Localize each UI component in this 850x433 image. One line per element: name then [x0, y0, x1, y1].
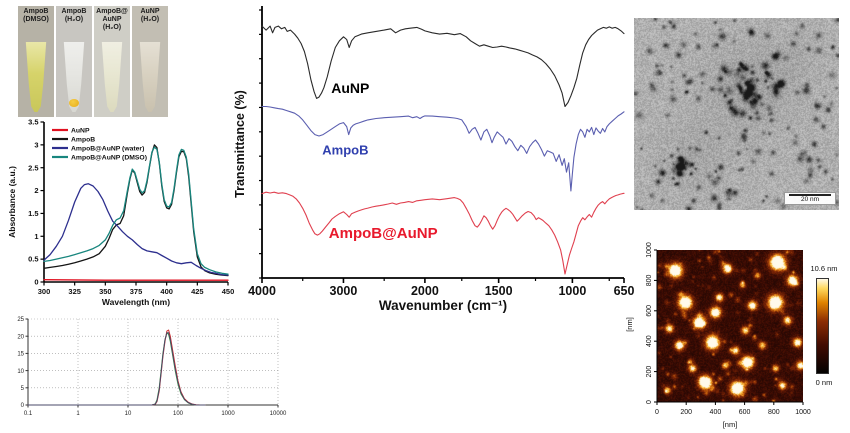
vial-slot-aunp-water: AuNP (H₂O)	[132, 6, 168, 117]
svg-text:AuNP: AuNP	[331, 80, 369, 96]
svg-text:350: 350	[99, 287, 112, 296]
vial-photo-ampob-aunp-water	[101, 42, 123, 112]
svg-text:AuNP: AuNP	[71, 127, 90, 134]
tem-image	[634, 18, 839, 210]
vial-photo-aunp-water	[139, 42, 161, 112]
svg-text:0: 0	[34, 278, 38, 287]
afm-panel: 0 200 400 600 800 1000 0 200 400 600 800 1000 10.6 …	[620, 238, 850, 433]
svg-text:400: 400	[160, 287, 173, 296]
svg-text:AmpoB@AuNP: AmpoB@AuNP	[329, 225, 438, 242]
vial-photo-ampob-water	[63, 42, 85, 112]
svg-text:2: 2	[34, 186, 38, 195]
svg-text:650: 650	[614, 284, 635, 298]
svg-text:3000: 3000	[330, 284, 358, 298]
svg-text:200: 200	[646, 366, 653, 378]
svg-text:1000: 1000	[221, 411, 235, 417]
svg-text:3: 3	[34, 140, 38, 149]
svg-text:450: 450	[222, 287, 235, 296]
svg-text:Absorbance (a.u.): Absorbance (a.u.)	[7, 166, 17, 238]
svg-text:0.1: 0.1	[24, 411, 33, 417]
vial-label: AmpoB (H₂O)	[61, 8, 87, 24]
ampob-pellet	[69, 99, 79, 107]
afm-image	[657, 250, 803, 402]
vial-slot-ampob-dmso: AmpoB (DMSO)	[18, 6, 54, 117]
vial-photo-ampob-dmso	[25, 42, 47, 112]
afm-colorbar-min-label: 0 nm	[815, 378, 833, 387]
svg-text:10: 10	[125, 411, 132, 417]
afm-colorbar	[816, 278, 829, 374]
svg-text:1: 1	[76, 411, 80, 417]
svg-text:1: 1	[34, 232, 38, 241]
vial-slot-ampob-aunp-water: AmpoB@ AuNP (H₂O)	[94, 6, 130, 117]
svg-text:600: 600	[739, 409, 751, 416]
svg-text:600: 600	[646, 305, 653, 317]
svg-text:1000: 1000	[646, 242, 653, 258]
vial-slot-ampob-water: AmpoB (H₂O)	[56, 6, 92, 117]
svg-text:2.5: 2.5	[28, 163, 38, 172]
svg-text:0: 0	[655, 409, 659, 416]
svg-text:425: 425	[191, 287, 204, 296]
svg-text:400: 400	[710, 409, 722, 416]
svg-text:10000: 10000	[270, 411, 287, 417]
svg-text:Wavelength (nm): Wavelength (nm)	[102, 297, 170, 307]
svg-text:Wavenumber (cm⁻¹): Wavenumber (cm⁻¹)	[379, 298, 507, 313]
afm-x-axis-label: [nm]	[722, 420, 738, 429]
tem-panel: 20 nm	[634, 18, 839, 210]
svg-text:1.5: 1.5	[28, 209, 38, 218]
svg-text:400: 400	[646, 335, 653, 347]
svg-text:200: 200	[680, 409, 692, 416]
svg-text:3.5: 3.5	[28, 118, 38, 127]
svg-text:300: 300	[38, 287, 51, 296]
svg-text:15: 15	[17, 352, 24, 358]
svg-text:AmpoB: AmpoB	[71, 136, 95, 143]
vial-photo-panel: AmpoB (DMSO) AmpoB (H₂O) AmpoB@ AuNP (H₂…	[18, 6, 168, 117]
scale-bar-line	[789, 194, 831, 196]
svg-text:25: 25	[17, 317, 24, 323]
svg-text:800: 800	[768, 409, 780, 416]
svg-text:AmpoB@AuNP (water): AmpoB@AuNP (water)	[71, 145, 144, 152]
svg-text:0: 0	[21, 403, 25, 409]
svg-text:2000: 2000	[411, 284, 439, 298]
svg-text:1500: 1500	[485, 284, 513, 298]
scale-bar-label: 20 nm	[800, 196, 820, 203]
svg-text:100: 100	[173, 411, 184, 417]
tem-scale-bar: 20 nm	[784, 192, 836, 205]
svg-text:20: 20	[17, 334, 24, 340]
svg-text:4000: 4000	[248, 284, 276, 298]
vial-label: AuNP (H₂O)	[140, 8, 160, 24]
vial-label: AmpoB (DMSO)	[23, 8, 49, 24]
vial-label: AmpoB@ AuNP (H₂O)	[96, 8, 128, 32]
svg-text:0: 0	[646, 400, 653, 404]
svg-text:5: 5	[21, 386, 25, 392]
afm-axes: 0 200 400 600 800 1000 0 200 400 600 800 1000	[646, 242, 811, 416]
svg-text:800: 800	[646, 274, 653, 286]
svg-text:1000: 1000	[795, 409, 811, 416]
svg-text:10: 10	[17, 369, 24, 375]
afm-y-axis-label: [nm]	[624, 317, 634, 332]
dls-size-distribution-chart: 0 5 10 15 20 25 0.1 1 10 100 1000 10000	[17, 317, 287, 417]
afm-colorbar-max-label: 10.6 nm	[810, 264, 838, 273]
svg-text:AmpoB: AmpoB	[322, 143, 368, 158]
ftir-transmittance-chart: 4000 3000 2000 1500 1000 650 Wavenumber (cm⁻¹)…	[233, 6, 635, 313]
uvvis-absorbance-chart: 0 0.5 1 1.5 2 2.5 3 3.5 300 325 350 375 400 425 450 Wav…	[7, 118, 235, 307]
svg-text:0.5: 0.5	[28, 255, 38, 264]
svg-text:375: 375	[130, 287, 143, 296]
svg-text:AmpoB@AuNP (DMSO): AmpoB@AuNP (DMSO)	[71, 154, 147, 161]
svg-text:1000: 1000	[558, 284, 586, 298]
svg-text:Transmittance (%): Transmittance (%)	[233, 90, 247, 198]
svg-text:325: 325	[68, 287, 81, 296]
